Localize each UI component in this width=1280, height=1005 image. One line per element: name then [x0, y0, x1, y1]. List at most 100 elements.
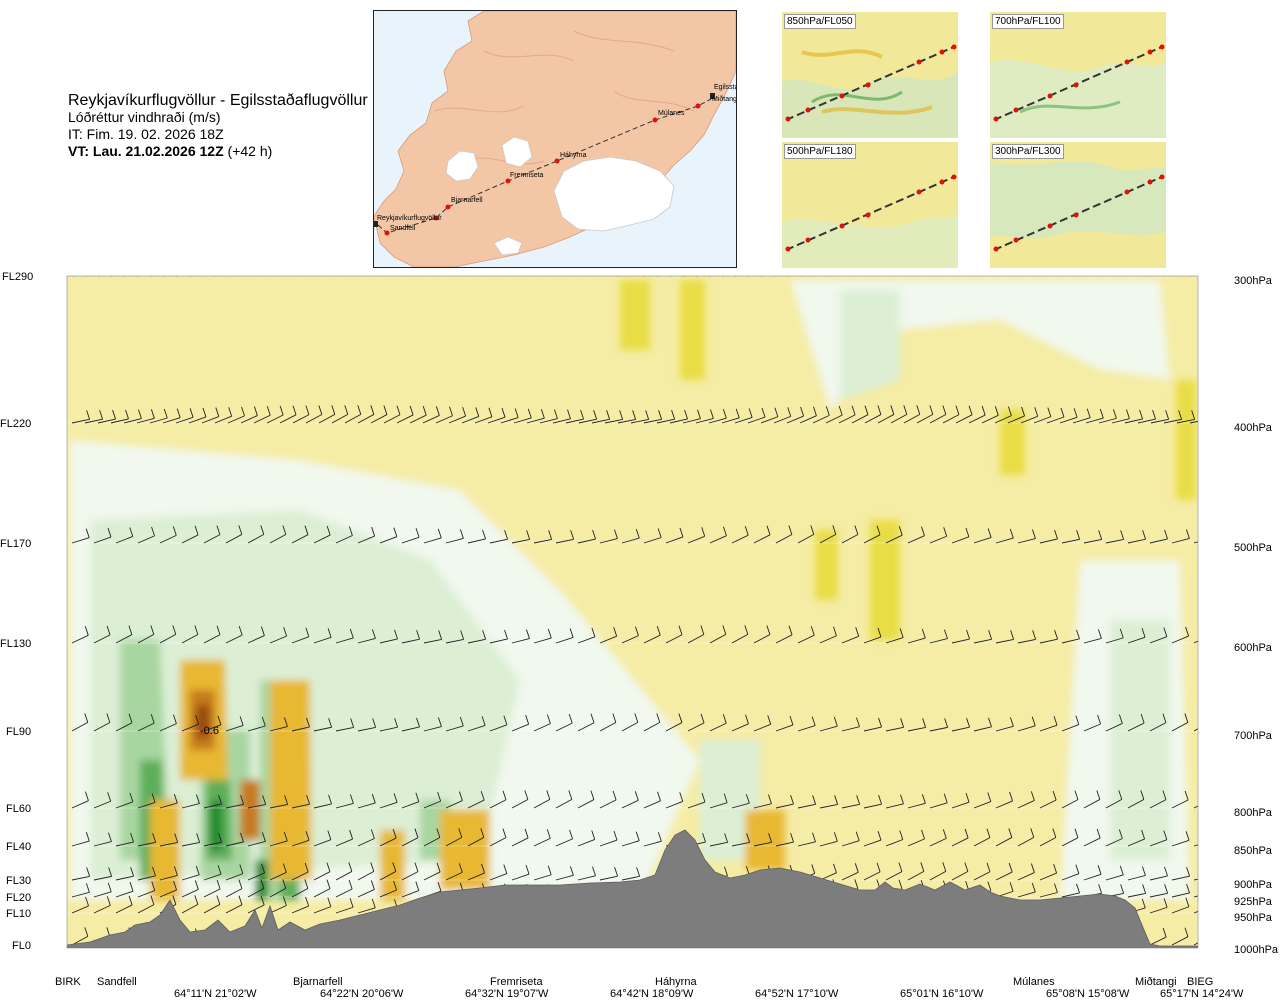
- wind-barb: [84, 418, 103, 424]
- wind-barb-feather: [1009, 882, 1014, 892]
- wind-barb-feather: [854, 879, 859, 889]
- map-glacier-vatnajokull: [553, 156, 675, 232]
- wind-barb-feather: [238, 895, 243, 905]
- wind-barb-feather: [151, 881, 156, 891]
- wind-barb-feather: [899, 830, 904, 840]
- wind-barb-feather: [392, 828, 397, 839]
- wind-barb: [865, 276, 867, 277]
- wind-barb: [973, 801, 991, 809]
- wind-barb-feather: [1009, 791, 1013, 802]
- wind-barb: [71, 891, 90, 898]
- wind-barb: [1171, 799, 1189, 809]
- wind-barb: [181, 634, 199, 644]
- wind-barb: [753, 534, 771, 544]
- wind-barb: [995, 871, 1013, 881]
- wind-barb-feather: [1139, 261, 1142, 270]
- wind-barb: [313, 871, 331, 881]
- wind-barb-feather: [944, 718, 949, 728]
- wind-barb: [202, 276, 204, 277]
- wind-barb: [448, 415, 466, 424]
- wind-barb-feather: [415, 528, 420, 538]
- wind-barb: [878, 276, 880, 277]
- issue-time: IT: Fim. 19. 02. 2026 18Z: [68, 126, 224, 142]
- wind-barb-feather: [152, 263, 155, 272]
- wind-barb: [159, 534, 177, 544]
- wind-barb: [1149, 875, 1168, 881]
- velocity-contour-updraft-2: [150, 800, 180, 900]
- wind-barb-feather: [1052, 828, 1057, 838]
- wind-barb: [93, 891, 112, 898]
- wind-barb-feather: [503, 715, 508, 725]
- wind-barb: [826, 276, 828, 277]
- wind-barb-feather: [827, 262, 830, 271]
- map-glacier-myrdalsjokull: [493, 236, 523, 256]
- wind-barb: [657, 276, 660, 277]
- wind-barb-feather: [480, 828, 485, 838]
- wind-barb-feather: [1165, 261, 1168, 270]
- wind-barb: [445, 871, 463, 881]
- wind-barb: [181, 534, 199, 544]
- fl-label: FL10: [6, 908, 31, 920]
- wind-barb-feather: [488, 260, 491, 268]
- wind-barb: [137, 535, 155, 544]
- wind-barb: [577, 538, 596, 544]
- wind-barb: [71, 634, 89, 644]
- hpa-label: 800hPa: [1234, 807, 1273, 819]
- wind-barb-feather: [966, 718, 971, 728]
- wind-barb: [137, 904, 155, 914]
- wind-barb: [269, 534, 287, 544]
- wind-barb-feather: [903, 405, 908, 415]
- wind-barb-feather: [632, 262, 635, 271]
- wind-barb-feather: [986, 862, 991, 872]
- wind-barb: [445, 836, 463, 847]
- wind-barb-feather: [1142, 884, 1147, 894]
- wind-barb-feather: [436, 260, 439, 267]
- fl-label: FL220: [0, 418, 31, 430]
- wind-barb-feather: [1119, 865, 1124, 876]
- wind-barb-feather: [1208, 884, 1211, 893]
- wind-barb-feather: [1162, 713, 1167, 723]
- wind-barb: [93, 536, 112, 544]
- wind-barb-feather: [788, 263, 791, 272]
- wind-barb-feather: [1074, 790, 1079, 800]
- wind-barb: [929, 535, 947, 544]
- wind-barb-feather: [326, 525, 331, 536]
- wind-barb: [357, 726, 376, 732]
- wind-barb-feather: [1162, 790, 1167, 800]
- wind-barb-feather: [176, 408, 181, 418]
- velocity-contour-updraft-1: [1000, 410, 1025, 475]
- wind-barb-feather: [527, 260, 530, 268]
- wind-barb-feather: [1097, 714, 1102, 725]
- wind-barb-feather: [1032, 529, 1036, 539]
- wind-barb: [709, 633, 727, 644]
- wind-barb-feather: [825, 406, 830, 416]
- wind-barb: [71, 537, 90, 544]
- wind-barb: [929, 726, 948, 732]
- wind-barb: [533, 798, 551, 809]
- wind-barb: [137, 841, 156, 847]
- wind-barb-feather: [107, 792, 112, 802]
- inset-850hpa-label: 850hPa/FL050: [784, 14, 856, 29]
- wind-barb-feather: [672, 263, 675, 272]
- wind-barb-feather: [569, 628, 574, 638]
- wind-barb: [335, 906, 354, 914]
- wind-barb-feather: [216, 625, 221, 635]
- wind-barb: [526, 417, 545, 424]
- wind-barb: [797, 841, 816, 847]
- wind-barb: [115, 634, 133, 644]
- waypoint-label: Háhyrna: [655, 976, 697, 988]
- wind-barb-feather: [86, 867, 91, 877]
- wind-barb: [513, 417, 532, 424]
- wind-barb-feather: [85, 883, 90, 893]
- wind-barb: [401, 871, 419, 881]
- wind-barb: [423, 726, 442, 732]
- wind-barb: [335, 888, 353, 898]
- cross-section-chart: -0.6 FL290 FL220 FL170 FL130 FL90 FL60 FL40 FL3…: [0, 260, 1279, 1000]
- coordinate-labels: 64°11'N 21°02'W 64°22'N 20°06'W 64°32'N 19…: [174, 988, 1244, 1000]
- terrain-profile: [67, 829, 1198, 948]
- wind-barb: [907, 637, 926, 644]
- coordinate-label: 64°22'N 20°06'W: [320, 988, 404, 1000]
- wind-barb: [599, 722, 617, 732]
- wind-barb-feather: [462, 260, 465, 267]
- wind-barb-feather: [128, 895, 133, 906]
